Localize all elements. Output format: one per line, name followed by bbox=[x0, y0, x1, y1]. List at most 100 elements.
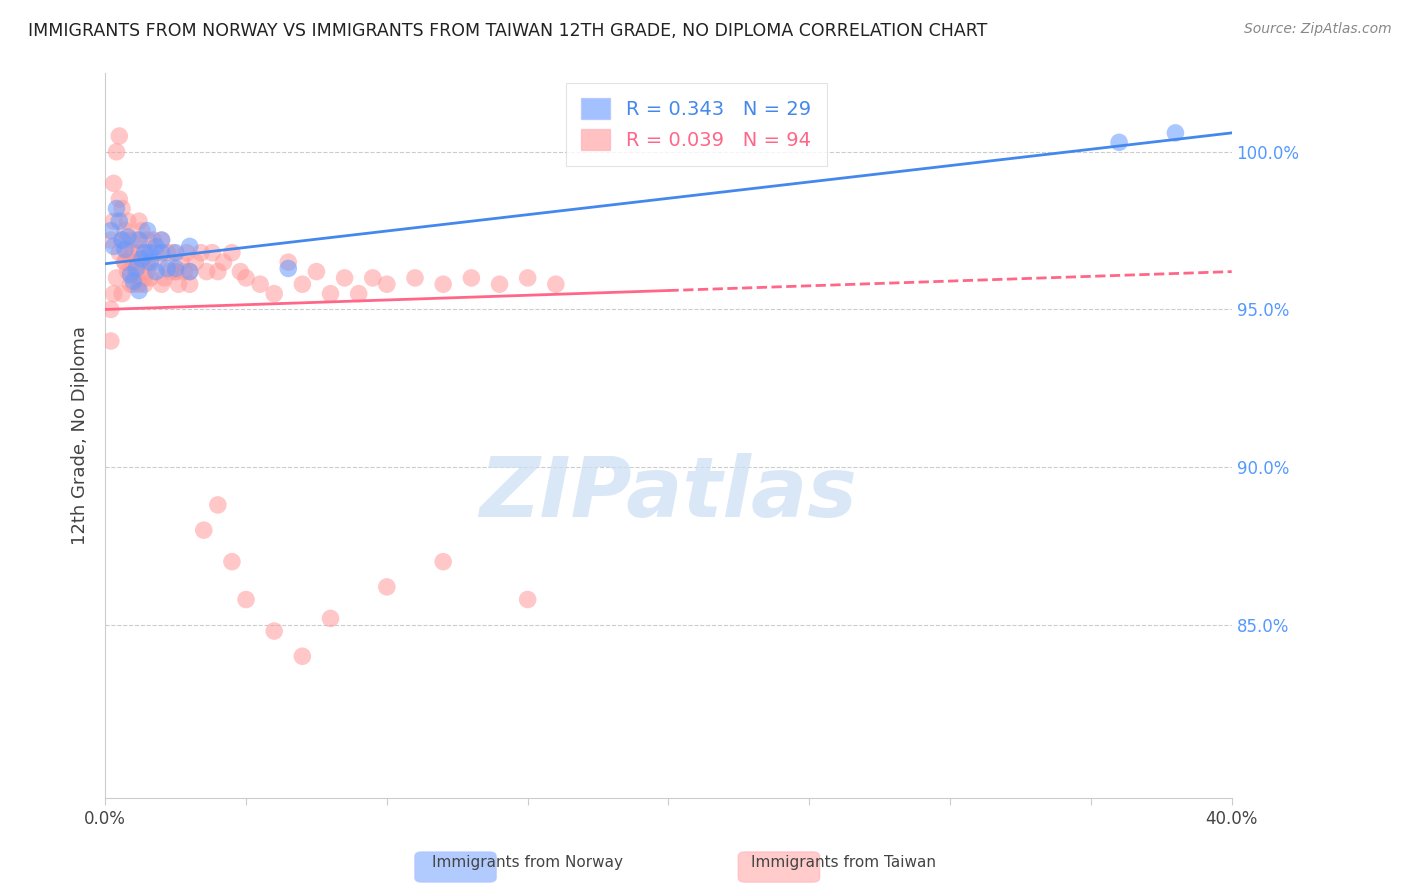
Point bbox=[167, 277, 190, 292]
Point bbox=[179, 264, 201, 278]
Point bbox=[131, 252, 153, 266]
Point bbox=[179, 239, 201, 253]
Point bbox=[207, 498, 229, 512]
Point bbox=[108, 245, 131, 260]
Point bbox=[150, 233, 173, 247]
Text: IMMIGRANTS FROM NORWAY VS IMMIGRANTS FROM TAIWAN 12TH GRADE, NO DIPLOMA CORRELAT: IMMIGRANTS FROM NORWAY VS IMMIGRANTS FRO… bbox=[28, 22, 987, 40]
Point bbox=[145, 245, 167, 260]
Point bbox=[173, 264, 195, 278]
Point bbox=[117, 230, 139, 244]
Point bbox=[125, 255, 148, 269]
Point bbox=[139, 271, 162, 285]
Point bbox=[128, 214, 150, 228]
Point bbox=[212, 255, 235, 269]
Text: Source: ZipAtlas.com: Source: ZipAtlas.com bbox=[1244, 22, 1392, 37]
Point bbox=[249, 277, 271, 292]
Point bbox=[100, 224, 122, 238]
Point bbox=[277, 255, 299, 269]
Point bbox=[120, 277, 142, 292]
Point bbox=[207, 264, 229, 278]
Point bbox=[153, 271, 176, 285]
Point bbox=[139, 245, 162, 260]
Point bbox=[156, 245, 179, 260]
Point bbox=[235, 592, 257, 607]
Point bbox=[184, 255, 207, 269]
Point bbox=[142, 233, 165, 247]
Point bbox=[162, 245, 184, 260]
Point bbox=[165, 264, 187, 278]
Point bbox=[432, 555, 454, 569]
Point bbox=[111, 202, 134, 216]
Point bbox=[319, 611, 342, 625]
Point bbox=[229, 264, 252, 278]
Point bbox=[139, 255, 162, 269]
Point bbox=[117, 245, 139, 260]
Point bbox=[201, 245, 224, 260]
Point bbox=[145, 264, 167, 278]
Point bbox=[136, 233, 159, 247]
Point bbox=[150, 233, 173, 247]
Point bbox=[120, 233, 142, 247]
Point bbox=[108, 192, 131, 206]
Point bbox=[516, 271, 538, 285]
Point bbox=[148, 255, 170, 269]
Point bbox=[111, 233, 134, 247]
Point bbox=[375, 277, 398, 292]
Point bbox=[103, 239, 125, 253]
Point bbox=[1164, 126, 1187, 140]
Point bbox=[460, 271, 482, 285]
Point bbox=[136, 224, 159, 238]
Point bbox=[117, 214, 139, 228]
Point bbox=[122, 277, 145, 292]
Point bbox=[114, 243, 136, 257]
Point bbox=[131, 224, 153, 238]
Point bbox=[165, 261, 187, 276]
Point bbox=[221, 245, 243, 260]
Point bbox=[165, 264, 187, 278]
Point bbox=[165, 245, 187, 260]
Point bbox=[179, 277, 201, 292]
Point bbox=[159, 264, 181, 278]
Point bbox=[134, 271, 156, 285]
Point bbox=[131, 255, 153, 269]
Point bbox=[125, 261, 148, 276]
Point bbox=[145, 239, 167, 253]
Point bbox=[108, 129, 131, 144]
Point bbox=[134, 245, 156, 260]
Y-axis label: 12th Grade, No Diploma: 12th Grade, No Diploma bbox=[72, 326, 89, 545]
Point bbox=[170, 255, 193, 269]
Point bbox=[103, 214, 125, 228]
Point bbox=[333, 271, 356, 285]
Point bbox=[108, 214, 131, 228]
Point bbox=[103, 177, 125, 191]
Point bbox=[136, 255, 159, 269]
Text: Immigrants from Norway: Immigrants from Norway bbox=[432, 855, 623, 870]
Point bbox=[516, 592, 538, 607]
Point bbox=[114, 255, 136, 269]
Point bbox=[114, 224, 136, 238]
Point bbox=[100, 302, 122, 317]
Point bbox=[235, 271, 257, 285]
Point bbox=[128, 233, 150, 247]
Point bbox=[117, 264, 139, 278]
Point bbox=[125, 264, 148, 278]
Point bbox=[156, 261, 179, 276]
Point bbox=[111, 286, 134, 301]
Point bbox=[193, 523, 215, 537]
Point bbox=[105, 202, 128, 216]
Point bbox=[150, 245, 173, 260]
Point bbox=[190, 245, 212, 260]
Point bbox=[195, 264, 218, 278]
Point bbox=[128, 284, 150, 298]
Point bbox=[136, 264, 159, 278]
Point bbox=[291, 277, 314, 292]
Point bbox=[134, 277, 156, 292]
Point bbox=[125, 233, 148, 247]
Point bbox=[100, 233, 122, 247]
Point bbox=[404, 271, 426, 285]
Point bbox=[375, 580, 398, 594]
Point bbox=[347, 286, 370, 301]
Point bbox=[291, 649, 314, 664]
Point bbox=[263, 286, 285, 301]
Point bbox=[432, 277, 454, 292]
